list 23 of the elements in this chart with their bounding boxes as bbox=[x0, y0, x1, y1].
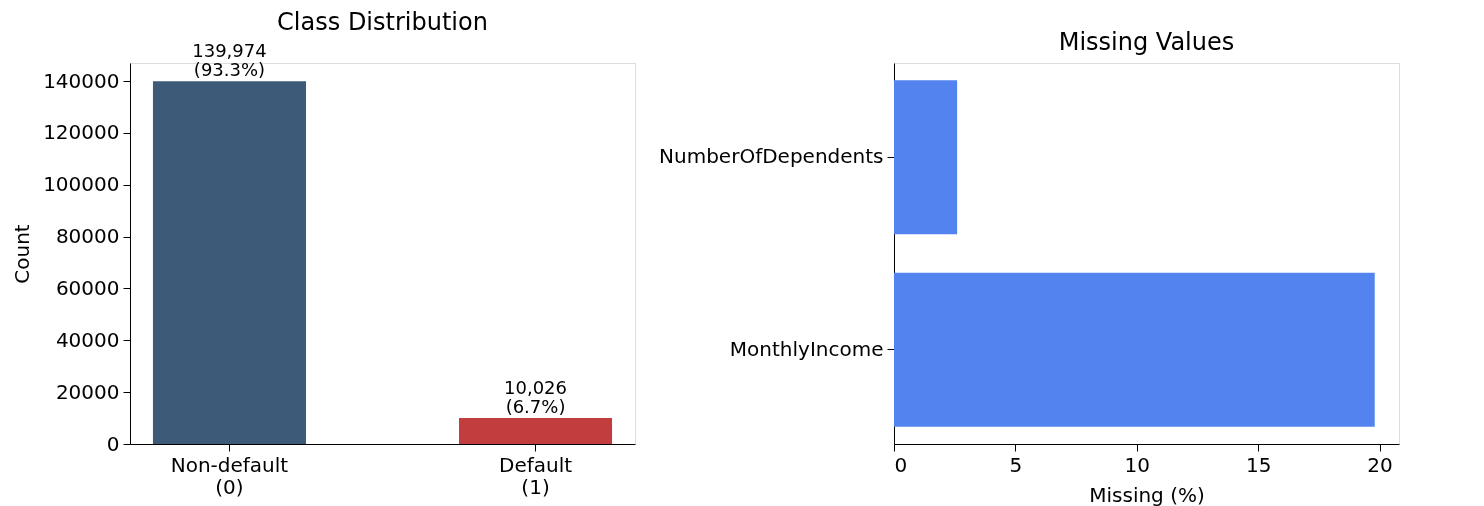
x-tick-label: 20 bbox=[1367, 452, 1393, 477]
x-axis-title: Missing (%) bbox=[1089, 482, 1205, 506]
y-tick-label: 80000 bbox=[55, 224, 120, 249]
y-tick-label: 20000 bbox=[55, 379, 120, 404]
chart-title: Class Distribution bbox=[277, 8, 488, 37]
y-tick-label: 100000 bbox=[43, 172, 120, 197]
y-tick-label: 0 bbox=[106, 431, 120, 456]
y-tick-label: 120000 bbox=[43, 120, 120, 145]
data-label: 10,026 (6.7%) bbox=[504, 377, 568, 418]
y-tick-label: 60000 bbox=[55, 275, 120, 300]
y-tick-label: 140000 bbox=[43, 68, 120, 93]
data-label: 139,974 (93.3%) bbox=[192, 40, 267, 81]
x-tick-label: Non-default (0) bbox=[170, 452, 289, 499]
y-axis-title: Count bbox=[10, 224, 35, 284]
x-tick-label: Default (1) bbox=[498, 452, 573, 499]
y-tick-label: MonthlyIncome bbox=[729, 336, 884, 361]
x-tick-label: 5 bbox=[1009, 452, 1023, 477]
x-tick-label: 15 bbox=[1245, 452, 1272, 477]
chart-title: Missing Values bbox=[1058, 28, 1235, 56]
x-tick-label: 10 bbox=[1124, 452, 1151, 477]
y-tick-label: NumberOfDependents bbox=[659, 144, 884, 169]
y-tick-label: 40000 bbox=[55, 327, 120, 352]
x-tick-label: 0 bbox=[894, 452, 908, 477]
